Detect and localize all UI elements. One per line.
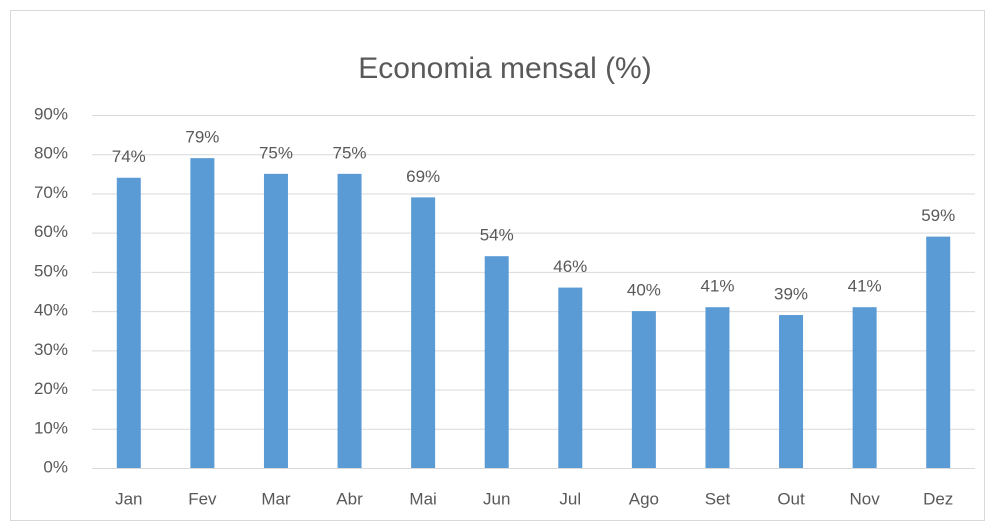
- y-tick-label: 10%: [34, 418, 68, 437]
- data-label: 59%: [921, 206, 955, 225]
- x-tick-label: Jul: [559, 489, 581, 508]
- bar: [337, 173, 362, 469]
- x-tick-label: Out: [777, 489, 805, 508]
- data-label: 41%: [700, 277, 734, 296]
- x-tick-label: Fev: [188, 489, 217, 508]
- y-tick-label: 30%: [34, 340, 68, 359]
- bar: [411, 197, 436, 468]
- data-label: 46%: [553, 257, 587, 276]
- x-tick-label: Set: [705, 489, 731, 508]
- bar: [558, 287, 583, 468]
- y-tick-label: 60%: [34, 222, 68, 241]
- data-label: 75%: [333, 143, 367, 162]
- data-label: 79%: [185, 128, 219, 147]
- bar: [705, 307, 730, 468]
- bar: [263, 173, 288, 469]
- x-tick-label: Mar: [261, 489, 291, 508]
- y-tick-label: 50%: [34, 261, 68, 280]
- data-label: 69%: [406, 167, 440, 186]
- y-tick-label: 40%: [34, 301, 68, 320]
- y-tick-label: 0%: [43, 457, 68, 476]
- x-tick-label: Jan: [115, 489, 142, 508]
- data-label: 39%: [774, 285, 808, 304]
- bar: [631, 311, 656, 468]
- bar: [190, 158, 215, 468]
- y-tick-label: 90%: [34, 104, 68, 123]
- data-label: 75%: [259, 143, 293, 162]
- x-tick-label: Dez: [923, 489, 953, 508]
- x-tick-label: Mai: [409, 489, 436, 508]
- data-label: 54%: [480, 226, 514, 245]
- y-tick-label: 80%: [34, 144, 68, 163]
- y-tick-label: 20%: [34, 379, 68, 398]
- bar: [116, 177, 141, 468]
- data-label: 41%: [848, 277, 882, 296]
- x-tick-label: Ago: [629, 489, 659, 508]
- x-tick-label: Nov: [850, 489, 881, 508]
- data-label: 40%: [627, 281, 661, 300]
- y-tick-label: 70%: [34, 183, 68, 202]
- bar: [926, 236, 951, 468]
- bar: [852, 307, 877, 468]
- x-tick-label: Abr: [336, 489, 363, 508]
- x-tick-label: Jun: [483, 489, 510, 508]
- data-label: 74%: [112, 147, 146, 166]
- bar: [484, 256, 509, 468]
- chart-title: Economia mensal (%): [358, 52, 651, 85]
- bar: [779, 315, 804, 468]
